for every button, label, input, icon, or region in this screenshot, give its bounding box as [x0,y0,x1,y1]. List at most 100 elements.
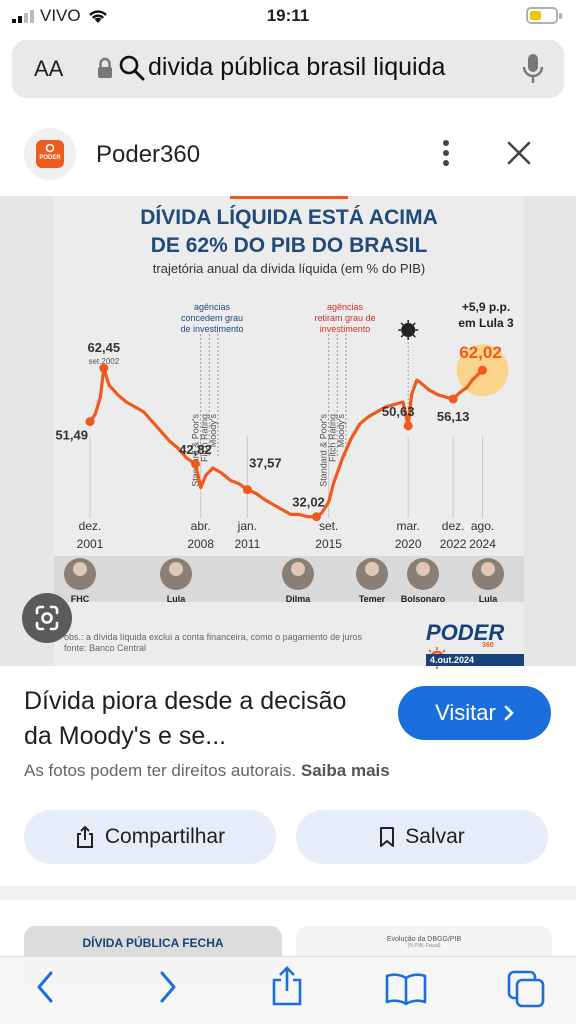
virus-icon-spike [412,322,416,326]
president-name: Bolsonaro [401,594,446,604]
agency-label: Fitch Rating [327,414,337,462]
lens-icon [35,605,59,631]
virus-icon-spike [400,334,404,338]
data-point [312,512,322,522]
x-tick-label: 2008 [187,537,214,551]
visit-button[interactable]: Visitar [398,686,551,740]
share-label: Compartilhar [104,825,226,848]
president-avatar-face [73,562,87,576]
address-bar[interactable]: AA divida pública brasil liquida [12,40,564,98]
grant-note: concedem grau [181,313,243,323]
president-avatar-face [291,562,305,576]
clock: 19:11 [266,6,310,25]
share-sheet-icon[interactable] [270,965,304,1007]
x-tick-label: mar. [397,519,420,533]
x-tick-label: abr. [191,519,211,533]
infographic-title-line2: DE 62% DO PIB DO BRASIL [150,234,428,257]
x-tick-label: dez. [442,519,465,533]
agency-label: Fitch Rating [199,414,209,462]
president-avatar-face [169,562,183,576]
logo-text: PODER [39,155,61,161]
data-label: 56,13 [437,409,470,424]
browser-toolbar [0,956,576,1024]
data-point [242,485,252,495]
save-button[interactable]: Salvar [296,810,548,864]
back-icon[interactable] [34,969,56,1005]
site-favicon[interactable]: PODER [24,128,76,180]
x-tick-label: 2022 [440,537,467,551]
x-tick-label: 2020 [395,537,422,551]
lula3-note: +5,9 p.p. [462,300,510,314]
president-avatar-face [365,562,379,576]
battery-icon [526,7,562,24]
withdraw-note: agências [327,302,364,312]
data-point [478,365,488,375]
copyright-text: As fotos podem ter direitos autorais. [24,761,297,780]
share-icon [76,825,93,848]
result-image[interactable]: DÍVIDA LÍQUIDA ESTÁ ACIMA DE 62% DO PIB … [0,196,576,669]
search-icon [119,55,145,81]
data-label: 62,02 [459,343,502,362]
site-name[interactable]: Poder360 [96,141,201,168]
peak-date-label: set.2002 [88,357,119,366]
data-point [448,394,458,404]
brand-text: PODER [426,620,505,645]
related-thumbnail-title: Evolução da DBGG/PIB [386,936,462,943]
source-header: PODER Poder360 [0,112,576,196]
x-tick-label: 2015 [315,537,342,551]
bookmarks-icon[interactable] [384,971,428,1005]
infographic-subtitle: trajetória anual da dívida líquida (em %… [152,261,426,276]
carrier-label: VIVO [40,6,81,25]
agency-label: Standard & Poor's [191,414,201,487]
x-tick-label: jan. [237,519,257,533]
copyright-notice: As fotos podem ter direitos autorais. Sa… [24,761,390,781]
learn-more-link[interactable]: Saiba mais [300,761,390,780]
president-name: Dilma [286,594,312,604]
chart-obs-note: obs.: a dívida líquida exclui a conta fi… [64,632,363,642]
data-label: 42,82 [179,442,212,457]
data-label: 50,63 [382,404,415,419]
x-tick-label: 2001 [77,537,104,551]
brand-sub: 360 [482,642,494,649]
tabs-icon[interactable] [506,969,546,1009]
data-point [85,417,95,427]
brand-ring-icon [45,143,55,153]
data-label: 51,49 [55,428,88,443]
series-line [88,366,484,519]
x-tick-label: dez. [79,519,102,533]
chevron-right-icon [504,705,514,721]
agency-label: Moody's [208,414,218,448]
related-thumbnail-subtitle: (% PIB, Fiscal) [407,943,441,949]
agency-label: Moody's [336,414,346,448]
close-icon[interactable] [506,140,532,166]
data-point [99,363,109,373]
lens-button[interactable] [22,593,72,643]
wifi-icon [88,10,107,23]
withdraw-note: retiram grau de [314,313,375,323]
president-name: Lula [479,594,498,604]
status-bar: VIVO 19:11 [0,0,576,34]
microphone-icon[interactable] [522,52,544,86]
more-options-icon[interactable] [438,138,454,168]
president-name: FHC [71,594,90,604]
x-tick-label: ago. [471,519,494,533]
grant-note: de investimento [180,324,243,334]
section-divider [0,886,576,900]
poder360-brand: PODER [426,620,524,672]
search-query[interactable]: divida pública brasil liquida [148,53,446,81]
lula3-note: em Lula 3 [458,316,514,330]
president-avatar-face [416,562,430,576]
related-thumbnail-title: DÍVIDA PÚBLICA FECHA [82,936,224,950]
x-tick-label: 2011 [234,537,260,551]
data-label: 37,57 [249,456,282,471]
save-label: Salvar [405,825,465,848]
share-button[interactable]: Compartilhar [24,810,276,864]
forward-icon[interactable] [157,969,179,1005]
infographic-title-line1: DÍVIDA LÍQUIDA ESTÁ ACIMA [140,206,438,229]
result-title[interactable]: Dívida piora desde a decisão da Moody's … [24,687,347,750]
text-size-button[interactable]: AA [34,56,64,81]
lock-icon [98,57,112,78]
status-left: VIVO [12,6,109,26]
president-name: Lula [167,594,186,604]
